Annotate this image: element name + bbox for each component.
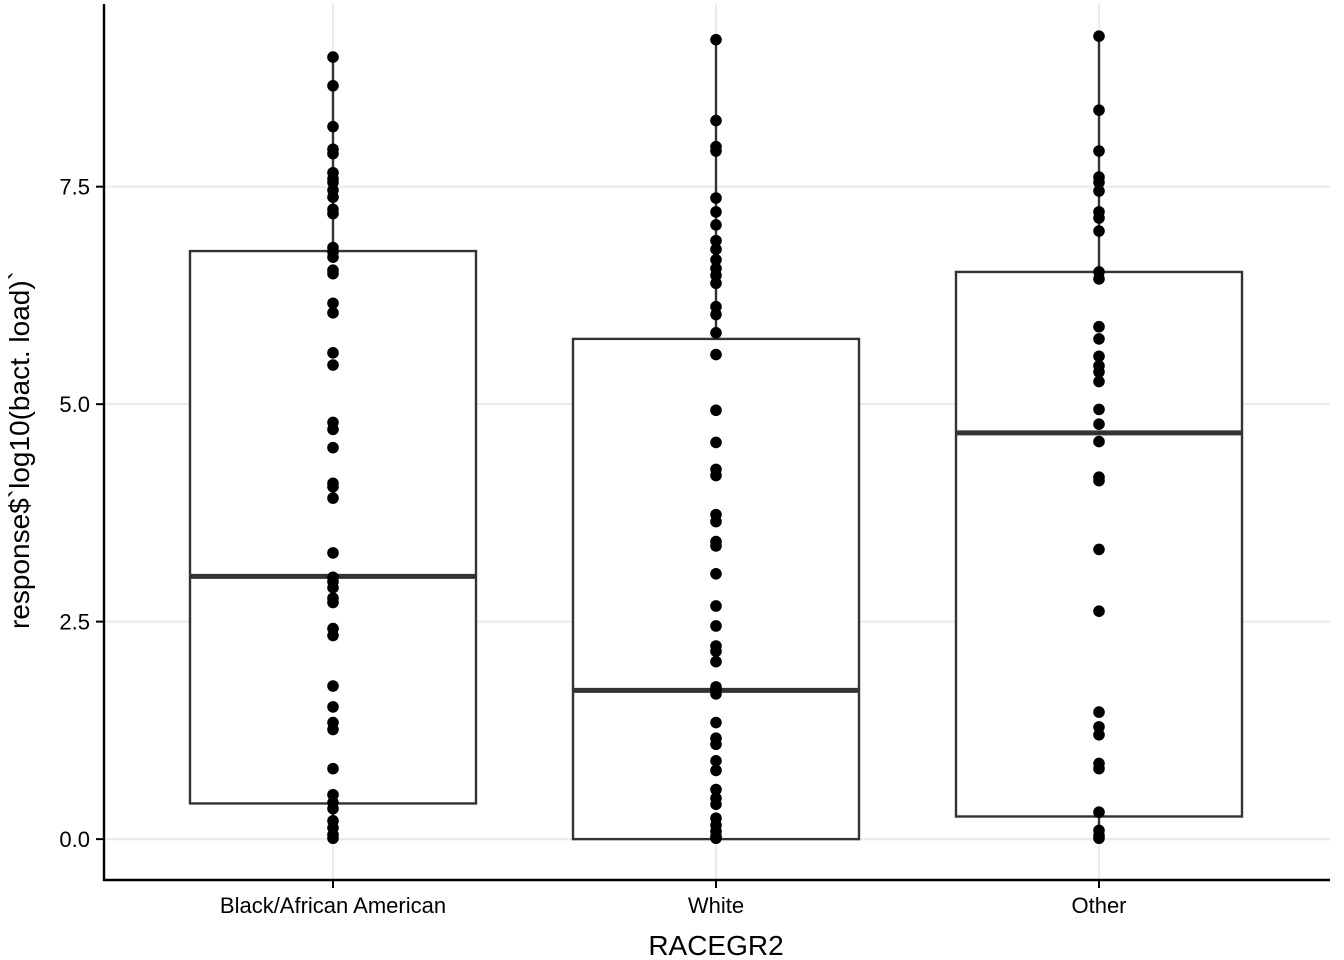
- data-point: [327, 680, 339, 692]
- data-point: [327, 251, 339, 263]
- data-point: [710, 469, 722, 482]
- data-point: [327, 423, 339, 436]
- x-axis-title: RACEGR2: [648, 930, 783, 960]
- data-point: [710, 404, 722, 417]
- data-point: [327, 297, 339, 310]
- data-point: [1093, 474, 1105, 487]
- data-point: [327, 359, 339, 371]
- data-point: [327, 120, 339, 133]
- data-point: [710, 515, 722, 528]
- data-point: [1093, 728, 1105, 741]
- data-point: [327, 267, 339, 280]
- data-point: [710, 832, 722, 845]
- data-point: [1093, 762, 1105, 775]
- data-point: [1093, 375, 1105, 388]
- data-point: [327, 629, 339, 642]
- data-point: [1093, 104, 1105, 116]
- data-point: [1093, 273, 1105, 285]
- data-point: [710, 234, 722, 247]
- data-point: [710, 783, 722, 796]
- axes: 0.0 2.5 5.0 7.5 Black/African American White O…: [59, 4, 1330, 918]
- data-point: [327, 307, 339, 319]
- x-tick-label: Other: [1071, 893, 1126, 918]
- data-point: [327, 596, 339, 609]
- data-points: [327, 30, 1105, 845]
- data-point: [1093, 225, 1105, 237]
- data-point: [1093, 832, 1105, 845]
- data-point: [710, 277, 722, 290]
- data-point: [1093, 176, 1105, 189]
- data-point: [327, 802, 339, 815]
- data-point: [710, 192, 722, 204]
- data-point: [327, 481, 339, 493]
- data-point: [1093, 145, 1105, 157]
- data-point: [710, 600, 722, 612]
- data-point: [327, 79, 339, 92]
- data-point: [710, 308, 722, 321]
- y-tick-label: 2.5: [59, 610, 90, 635]
- data-point: [327, 723, 339, 736]
- y-axis-title: response$`log10(bact. load)`: [4, 271, 35, 629]
- data-point: [327, 547, 339, 559]
- data-point: [1093, 185, 1105, 197]
- data-point: [710, 620, 722, 632]
- data-point: [327, 147, 339, 160]
- data-point: [1093, 30, 1105, 42]
- data-point: [710, 33, 722, 46]
- data-point: [1093, 605, 1105, 617]
- data-point: [710, 348, 722, 361]
- y-tick-label: 5.0: [59, 392, 90, 417]
- y-tick-label: 7.5: [59, 175, 90, 200]
- data-point: [327, 191, 339, 203]
- data-point: [1093, 366, 1105, 378]
- data-point: [327, 51, 339, 63]
- data-point: [327, 762, 339, 775]
- data-point: [710, 219, 722, 231]
- data-point: [710, 145, 722, 157]
- data-point: [327, 492, 339, 504]
- data-point: [1093, 212, 1105, 224]
- data-point: [1093, 320, 1105, 333]
- data-point: [710, 688, 722, 700]
- data-point: [710, 567, 722, 580]
- data-point: [1093, 418, 1105, 430]
- y-tick-label: 0.0: [59, 827, 90, 852]
- data-point: [710, 243, 722, 256]
- data-point: [710, 645, 722, 658]
- data-point: [1093, 543, 1105, 556]
- data-point: [327, 347, 339, 359]
- data-point: [710, 798, 722, 811]
- data-point: [327, 581, 339, 594]
- data-point: [327, 207, 339, 220]
- x-tick-label: White: [688, 893, 744, 918]
- data-point: [1093, 806, 1105, 818]
- data-point: [710, 206, 722, 218]
- data-point: [710, 738, 722, 751]
- data-point: [327, 441, 339, 454]
- data-point: [710, 436, 722, 449]
- data-point: [710, 764, 722, 777]
- data-point: [710, 253, 722, 266]
- data-point: [327, 701, 339, 713]
- data-point: [1093, 435, 1105, 448]
- data-point: [710, 716, 722, 729]
- data-point: [710, 755, 722, 767]
- data-point: [710, 655, 722, 668]
- data-point: [1093, 706, 1105, 718]
- data-point: [1093, 350, 1105, 363]
- data-point: [1093, 403, 1105, 416]
- data-point: [710, 114, 722, 127]
- data-point: [327, 832, 339, 845]
- data-point: [1093, 333, 1105, 345]
- data-point: [710, 540, 722, 552]
- data-point: [710, 327, 722, 339]
- x-tick-label: Black/African American: [220, 893, 446, 918]
